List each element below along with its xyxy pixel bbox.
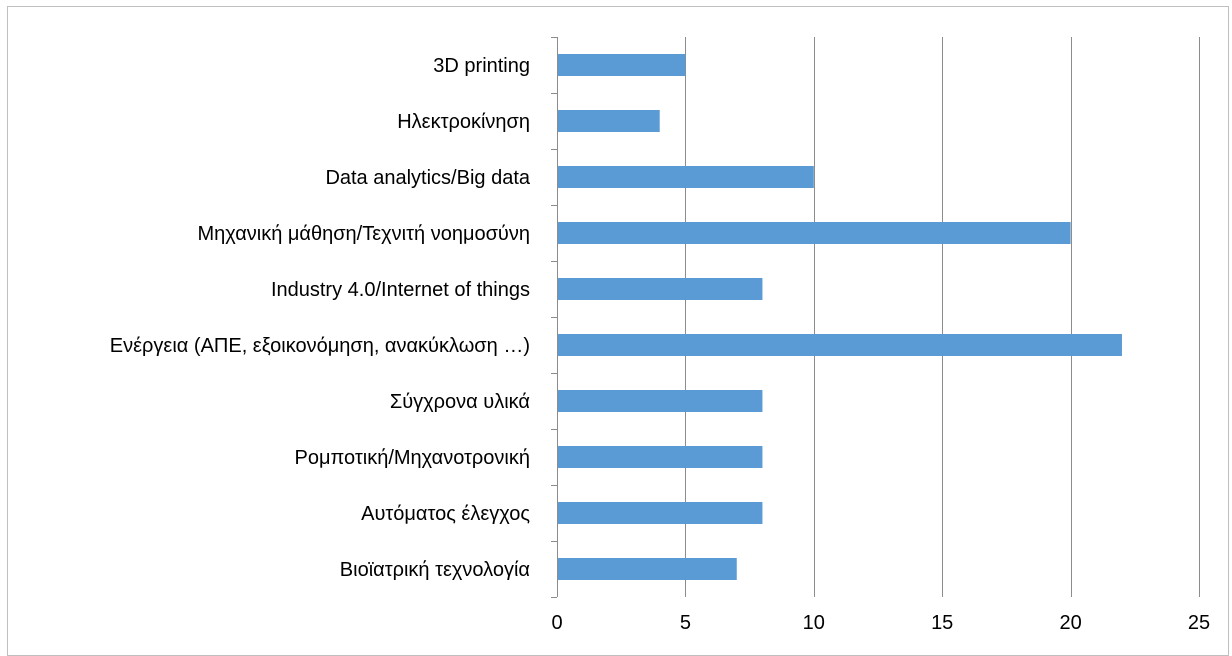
- bar-4: [558, 278, 763, 300]
- category-label: Μηχανική μάθηση/Τεχνιτή νοημοσύνη: [197, 223, 530, 245]
- bar-0: [558, 54, 686, 76]
- x-tick-label: 0: [551, 612, 562, 634]
- category-label: Ρομποτική/Μηχανοτρονική: [295, 447, 530, 469]
- bar-2: [558, 166, 814, 188]
- category-label: Σύγχρονα υλικά: [390, 391, 530, 413]
- category-label: Αυτόματος έλεγχος: [361, 503, 530, 525]
- category-label: 3D printing: [433, 55, 530, 77]
- bars: [558, 54, 1122, 580]
- category-label: Ηλεκτροκίνηση: [397, 111, 530, 133]
- bar-9: [558, 558, 737, 580]
- category-labels: 3D printing Ηλεκτροκίνηση Data analytics/B…: [110, 55, 531, 581]
- bar-7: [558, 446, 763, 468]
- bar-8: [558, 502, 763, 524]
- category-label: Data analytics/Big data: [325, 167, 530, 189]
- category-label: Βιοϊατρική τεχνολογία: [340, 559, 530, 581]
- x-tick-label: 5: [680, 612, 691, 634]
- grid-lines: [685, 37, 1200, 597]
- bar-5: [558, 334, 1122, 356]
- category-label: Industry 4.0/Internet of things: [271, 279, 530, 301]
- x-tick-label: 10: [803, 612, 825, 634]
- bar-1: [558, 110, 660, 132]
- x-tick-label: 20: [1059, 612, 1081, 634]
- x-tick-label: 15: [931, 612, 953, 634]
- bar-6: [558, 390, 763, 412]
- x-tick-labels: 0 5 10 15 20 25: [551, 612, 1210, 634]
- category-label: Ενέργεια (ΑΠΕ, εξοικονόμηση, ανακύκλωση …: [110, 335, 530, 357]
- axes: [551, 37, 558, 598]
- bar-3: [558, 222, 1071, 244]
- x-tick-label: 25: [1188, 612, 1210, 634]
